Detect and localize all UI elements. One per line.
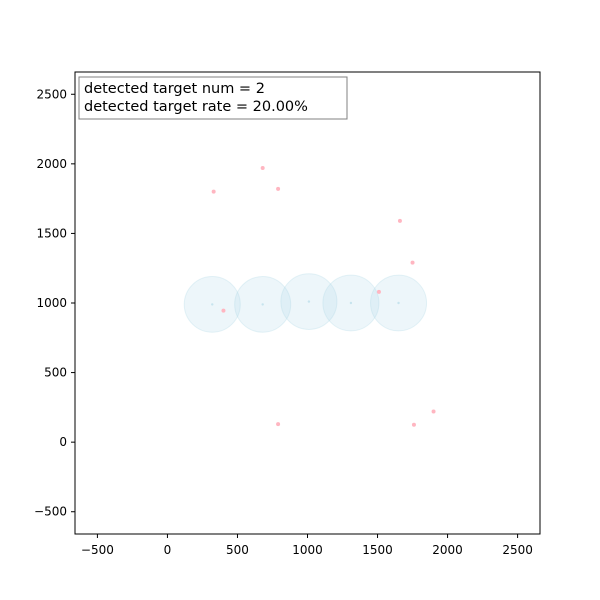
- x-tick-label: 2000: [432, 543, 463, 557]
- target-point-4: [397, 218, 402, 223]
- y-axis: −500 0 500 1000 1500 2000 2500: [34, 87, 75, 519]
- annotation-box: detected target num = 2 detected target …: [78, 76, 348, 120]
- y-tick-label: 0: [59, 435, 67, 449]
- target-point-6: [376, 289, 381, 294]
- plot-area: [183, 166, 436, 427]
- x-tick-label: 500: [226, 543, 249, 557]
- target-point-5: [410, 260, 415, 265]
- target-point-9: [276, 422, 281, 427]
- y-tick-label: 1000: [36, 296, 67, 310]
- plot-content: [183, 166, 436, 427]
- sensor-point-4: [349, 301, 353, 305]
- sensor-point-2: [261, 303, 264, 306]
- target-point-8: [431, 409, 436, 414]
- y-tick-label: 2000: [36, 157, 67, 171]
- sensor-point-1: [211, 303, 214, 306]
- sensor-point-3: [307, 300, 311, 303]
- target-point-10: [411, 422, 416, 427]
- target-point-2: [260, 166, 265, 171]
- y-tick-label: 500: [44, 366, 67, 380]
- y-tick-label: 2500: [36, 87, 67, 101]
- sensor-point-5: [397, 301, 400, 305]
- x-axis: −500 0 500 1000 1500 2000 2500: [81, 534, 533, 557]
- detected-target-num-text: detected target num = 2: [84, 81, 265, 97]
- target-point-7: [221, 308, 226, 313]
- target-point-3: [276, 186, 281, 191]
- annotation-box-frame: [78, 76, 348, 120]
- detected-target-rate-text: detected target rate = 20.00%: [84, 99, 308, 115]
- x-tick-label: 1000: [292, 543, 323, 557]
- x-tick-label: 2500: [502, 543, 533, 557]
- target-point-1: [211, 189, 216, 194]
- x-tick-label: 1500: [362, 543, 393, 557]
- y-tick-label: −500: [34, 505, 67, 519]
- x-tick-label: −500: [81, 543, 114, 557]
- x-tick-label: 0: [164, 543, 172, 557]
- y-tick-label: 1500: [36, 226, 67, 240]
